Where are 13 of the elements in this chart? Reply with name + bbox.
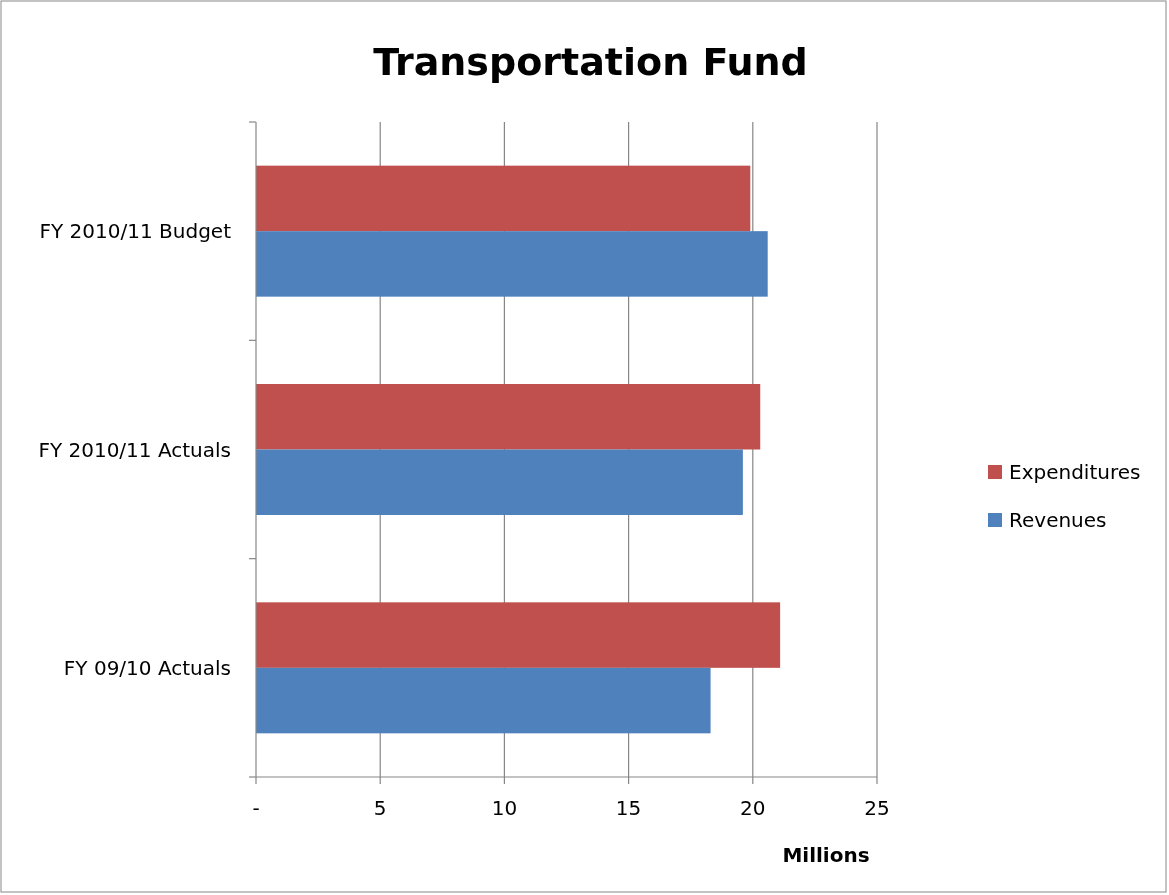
legend-label: Expenditures — [1009, 460, 1141, 484]
y-tick-label: FY 09/10 Actuals — [63, 655, 231, 680]
x-tick-label: 10 — [491, 796, 518, 820]
x-tick-label: 20 — [740, 796, 766, 820]
y-tick-label: FY 2010/11 Actuals — [38, 437, 231, 462]
x-axis-title: Millions — [782, 843, 870, 867]
x-tick-label: - — [252, 796, 260, 820]
x-tick-label: 25 — [864, 796, 890, 820]
chart-title: Transportation Fund — [373, 40, 808, 84]
x-tick-label: 5 — [373, 796, 387, 820]
legend-label: Revenues — [1009, 508, 1107, 532]
y-tick-label: FY 2010/11 Budget — [39, 219, 232, 244]
x-tick-label: 15 — [615, 796, 642, 820]
